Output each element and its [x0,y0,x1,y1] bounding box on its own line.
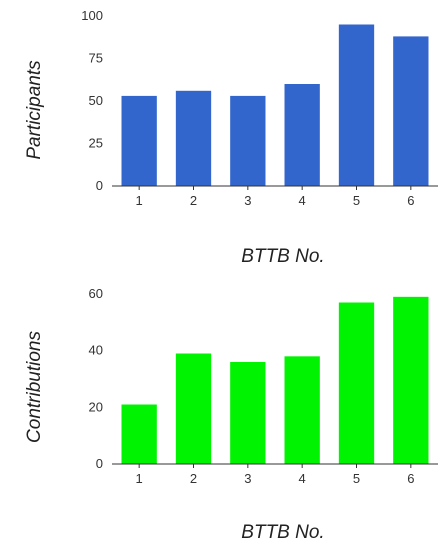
bar [230,95,266,186]
y-tick-label: 25 [89,136,103,151]
y-tick-label: 40 [89,343,103,358]
bar [338,24,375,186]
bar [230,362,266,464]
x-tick-label: 6 [407,471,414,486]
x-tick-label: 1 [136,471,143,486]
y-tick-label: 0 [96,456,103,471]
y-tick-label: 50 [89,93,103,108]
x-tick-label: 5 [353,471,360,486]
x-tick-label: 3 [244,471,251,486]
y-tick-label: 20 [89,399,103,414]
bar [175,90,212,186]
bar [338,302,375,464]
y-tick-label: 75 [89,51,103,66]
bar [121,404,157,464]
x-axis-title: BTTB No. [241,246,324,267]
y-axis-title: Participants [24,60,45,160]
x-tick-label: 2 [190,471,197,486]
bar [393,296,429,464]
x-tick-label: 4 [299,471,306,486]
y-tick-label: 100 [81,8,103,23]
contributions-chart: Contributions BTTB No. 0 20 40 60 1 2 3 4 5 6 [24,286,438,543]
x-tick-label: 2 [190,193,197,208]
x-tick-label: 6 [407,193,414,208]
participants-chart: Participants BTTB No. 0 25 50 75 100 1 2 3 4 5 6 [24,8,438,267]
x-tick-label: 5 [353,193,360,208]
bar [121,95,157,186]
bar [393,36,429,187]
bar [175,353,212,464]
x-axis-title: BTTB No. [241,522,324,543]
y-tick-label: 0 [96,178,103,193]
y-tick-label: 60 [89,286,103,301]
y-axis-title: Contributions [24,331,45,443]
bar [284,356,320,464]
bar [284,84,320,186]
x-tick-label: 1 [136,193,143,208]
x-tick-label: 3 [244,193,251,208]
x-tick-label: 4 [299,193,306,208]
